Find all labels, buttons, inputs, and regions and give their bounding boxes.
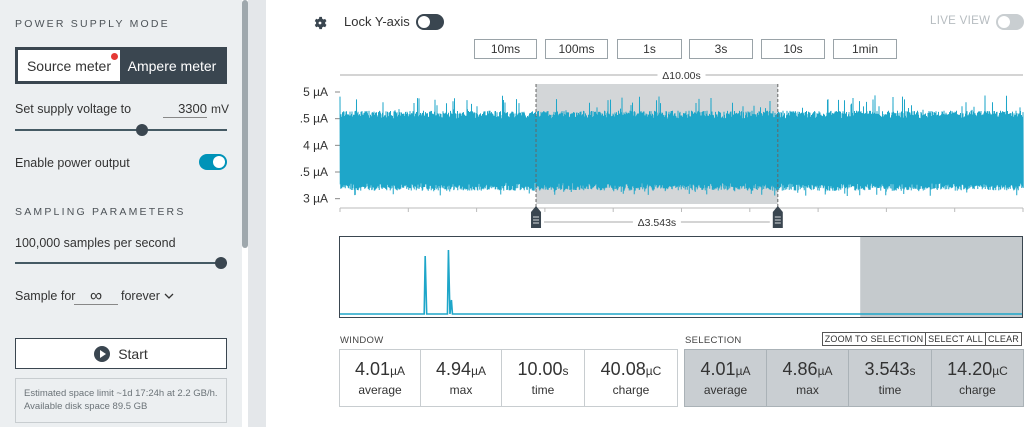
power-supply-title: POWER SUPPLY MODE (15, 18, 170, 30)
lock-y-axis-label: Lock Y-axis (344, 14, 410, 29)
window-delta-bg (657, 68, 706, 82)
stat-value: 4.01µA (700, 359, 751, 379)
samples-label: 100,000 samples per second (15, 236, 176, 250)
selection-stats: 4.01µA average 4.86µA max 3.543s time 14.20µC c… (684, 349, 1024, 407)
lock-y-axis-toggle[interactable] (416, 14, 444, 30)
stat-value: 3.543s (864, 359, 916, 379)
zoom-button-3s[interactable]: 3s (689, 39, 753, 59)
stat-name: average (358, 383, 402, 397)
live-view-label: LIVE VIEW (930, 15, 991, 27)
sample-for-input[interactable]: ∞ (74, 287, 118, 305)
y-tick-label: 4.5 µA (300, 112, 328, 126)
stat-value: 14.20µC (947, 359, 1008, 379)
stat-name: max (796, 383, 819, 397)
sidebar-divider (248, 0, 266, 427)
y-tick-label: 3 µA (303, 192, 328, 206)
y-tick-label: 3.5 µA (300, 165, 328, 179)
stat-value: 10.00s (517, 359, 569, 379)
start-button[interactable]: Start (15, 338, 227, 369)
voltage-unit: mV (211, 102, 229, 116)
select-all-button[interactable]: SELECT ALL (925, 332, 986, 346)
sampling-title: SAMPLING PARAMETERS (15, 206, 186, 218)
stat-max: 4.94µA max (420, 349, 502, 407)
window-stats-title: WINDOW (340, 335, 384, 346)
samples-slider-knob[interactable] (215, 257, 227, 269)
stat-value: 4.94µA (436, 359, 486, 379)
stat-name: average (703, 383, 748, 397)
toggle-knob (418, 16, 430, 28)
y-tick-label: 5 µA (303, 85, 328, 99)
stat-time: 10.00s time (501, 349, 585, 407)
main-chart[interactable]: 5 µA 4.5 µA 4 µA 3.5 µA 3 µA Δ10.00s Δ3.543s (300, 62, 1025, 232)
sample-unit-value: forever (121, 289, 160, 303)
stat-name: time (878, 383, 902, 397)
stat-name: max (449, 383, 473, 397)
enable-power-label: Enable power output (15, 156, 130, 170)
stat-average: 4.01µA average (339, 349, 421, 407)
toggle-knob (998, 16, 1010, 28)
minimap-trace (340, 249, 1022, 315)
power-output-toggle[interactable] (199, 154, 227, 170)
zoom-to-selection-button[interactable]: ZOOM TO SELECTION (822, 332, 926, 346)
mode-toggle-group: Source meter Ampere meter (15, 47, 227, 84)
stat-name: charge (612, 383, 650, 397)
stat-name: charge (959, 383, 996, 397)
source-meter-label: Source meter (26, 57, 112, 74)
voltage-slider-knob[interactable] (136, 124, 149, 136)
live-view-toggle[interactable] (996, 14, 1024, 30)
gear-icon[interactable] (313, 16, 327, 30)
stat-time: 3.543s time (848, 349, 932, 407)
sidebar: POWER SUPPLY MODE Source meter Ampere me… (0, 0, 242, 427)
ampere-meter-button[interactable]: Ampere meter (127, 57, 217, 74)
window-stats: 4.01µA average 4.94µA max 10.00s time 40.08µC c… (339, 349, 678, 407)
voltage-slider[interactable] (15, 124, 227, 136)
minimap-unloaded-area (860, 237, 1022, 317)
zoom-button-10ms[interactable]: 10ms (474, 39, 537, 59)
selection-stats-title: SELECTION (685, 335, 742, 346)
toggle-knob (213, 156, 225, 168)
stat-charge: 40.08µC charge (584, 349, 678, 407)
voltage-label: Set supply voltage to (15, 102, 132, 116)
sample-for-label: Sample for (15, 289, 76, 303)
stat-average: 4.01µA average (684, 349, 767, 407)
zoom-button-100ms[interactable]: 100ms (545, 39, 608, 59)
selection-start-handle[interactable] (531, 206, 542, 228)
current-trace (339, 95, 1024, 197)
stat-charge: 14.20µC charge (931, 349, 1024, 407)
samples-slider[interactable] (15, 257, 227, 269)
voltage-input[interactable] (163, 100, 207, 118)
stat-value: 4.01µA (355, 359, 405, 379)
stat-value: 4.86µA (782, 359, 833, 379)
space-info: Estimated space limit ~1d 17:24h at 2.2 … (15, 378, 227, 423)
selection-delta-label: Δ3.543s (638, 217, 677, 229)
y-tick-label: 4 µA (303, 138, 328, 152)
notification-dot-icon (111, 53, 118, 60)
window-delta-label: Δ10.00s (662, 70, 701, 82)
overview-minimap[interactable] (339, 236, 1023, 318)
start-label: Start (118, 345, 148, 362)
clear-selection-button[interactable]: CLEAR (985, 332, 1022, 346)
selection-delta-bg (632, 215, 681, 229)
sidebar-scrollbar[interactable] (242, 0, 248, 248)
source-meter-button[interactable]: Source meter (18, 50, 120, 81)
stat-value: 40.08µC (600, 359, 662, 379)
chevron-down-icon (164, 293, 174, 299)
zoom-button-10s[interactable]: 10s (761, 39, 825, 59)
stat-max: 4.86µA max (766, 349, 849, 407)
stat-name: time (531, 383, 555, 397)
zoom-button-1s[interactable]: 1s (617, 39, 682, 59)
selection-end-handle[interactable] (772, 206, 783, 228)
zoom-button-1min[interactable]: 1min (833, 39, 897, 59)
play-icon (94, 345, 111, 362)
sample-unit-select[interactable]: forever (121, 289, 174, 303)
